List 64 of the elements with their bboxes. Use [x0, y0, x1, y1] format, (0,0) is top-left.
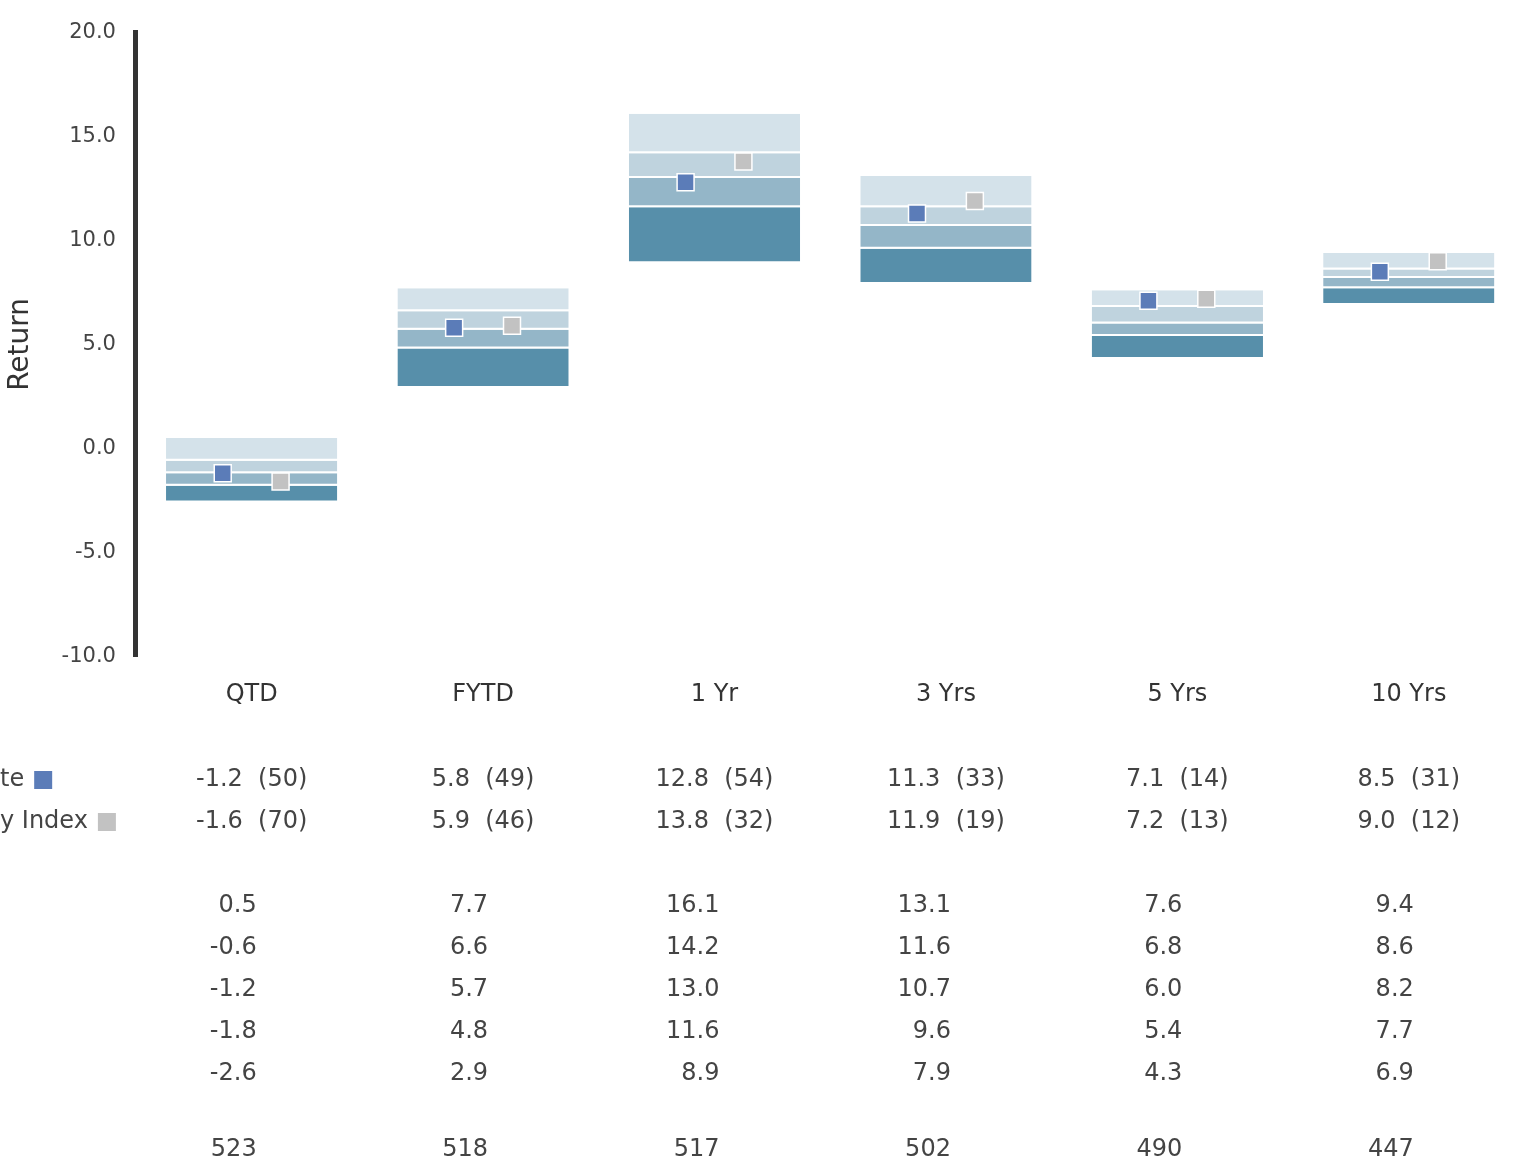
text: 9.6 — [912, 1016, 951, 1045]
data-label: 13.8 (32) — [655, 806, 774, 835]
x-tick-label: 3 Yrs — [915, 678, 976, 707]
text: 7.9 — [912, 1058, 951, 1087]
text: 11.6 — [666, 1016, 720, 1045]
text: 7.7 — [449, 890, 489, 919]
x-tick-label: 10 Yrs — [1371, 678, 1447, 707]
text: 4.3 — [1144, 1058, 1183, 1087]
data-label: 7.2 (13) — [1126, 806, 1229, 835]
x-tick-label: 5 Yrs — [1147, 678, 1208, 707]
text: 5.7 — [449, 974, 489, 1003]
text: 8.2 — [1375, 974, 1414, 1003]
legend-label: y Index — [0, 806, 88, 835]
x-tick-label: 1 Yr — [690, 678, 739, 707]
data-label: 5.9 (46) — [431, 806, 535, 835]
data-label: 11.9 (19) — [886, 806, 1005, 835]
data-label: 11.3 (33) — [886, 764, 1005, 793]
y-tick-label: 10.0 — [69, 226, 116, 251]
y-tick-label: -10.0 — [61, 642, 116, 667]
legend-label: te — [0, 764, 25, 793]
text: 11.6 — [897, 932, 951, 961]
text: 2.9 — [449, 1058, 489, 1087]
text: 447 — [1367, 1134, 1414, 1163]
text: 523 — [210, 1134, 257, 1163]
text: 6.6 — [449, 932, 489, 961]
text: 7.6 — [1144, 890, 1183, 919]
data-label: -1.6 (70) — [195, 806, 308, 835]
text: 8.6 — [1375, 932, 1414, 961]
data-label: 9.0 (12) — [1357, 806, 1461, 835]
y-axis-title: Return — [2, 297, 36, 391]
text: 13.0 — [666, 974, 720, 1003]
text: 4.8 — [449, 1016, 489, 1045]
data-label: 7.1 (14) — [1126, 764, 1229, 793]
text: 10.7 — [897, 974, 951, 1003]
text: 6.0 — [1144, 974, 1183, 1003]
text: -1.8 — [209, 1016, 257, 1045]
text: 490 — [1136, 1134, 1183, 1163]
text: 517 — [673, 1134, 720, 1163]
text: 502 — [905, 1134, 951, 1163]
text: 7.7 — [1375, 1016, 1414, 1045]
text: 5.4 — [1144, 1016, 1183, 1045]
text: 16.1 — [666, 890, 720, 919]
text: 8.9 — [681, 1058, 720, 1087]
data-label: 5.8 (49) — [431, 764, 535, 793]
y-tick-label: 0.0 — [82, 434, 116, 459]
data-label: -1.2 (50) — [195, 764, 308, 793]
text: 9.4 — [1375, 890, 1414, 919]
data-label: 12.8 (54) — [655, 764, 774, 793]
x-tick-label: FYTD — [452, 678, 514, 707]
x-tick-label: QTD — [225, 678, 278, 707]
y-tick-label: 5.0 — [82, 330, 116, 355]
text: 6.9 — [1375, 1058, 1414, 1087]
text: 0.5 — [218, 890, 257, 919]
y-tick-label: -5.0 — [74, 538, 116, 563]
y-tick-label: 20.0 — [69, 19, 116, 44]
text: 14.2 — [666, 932, 720, 961]
text: -0.6 — [209, 932, 257, 961]
text: -2.6 — [209, 1058, 257, 1087]
text: 6.8 — [1144, 932, 1183, 961]
data-label: 8.5 (31) — [1357, 764, 1461, 793]
text: 518 — [442, 1134, 489, 1163]
y-tick-label: 15.0 — [69, 122, 116, 147]
text: 13.1 — [897, 890, 951, 919]
text: -1.2 — [209, 974, 257, 1003]
